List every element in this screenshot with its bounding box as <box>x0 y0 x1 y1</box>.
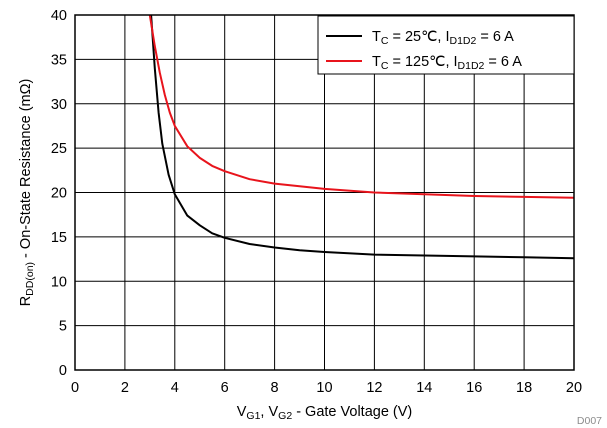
legend-25c-t: T <box>372 29 381 45</box>
y-axis-title: RDD(on) - On-State Resistance (mΩ) <box>18 79 36 307</box>
x-axis-title-mid: , V <box>260 404 278 420</box>
x-axis-title-main: V <box>237 404 247 420</box>
series-layer <box>148 14 575 260</box>
y-tick-label: 25 <box>51 141 67 157</box>
y-axis-title-tail: - On-State Resistance (mΩ) <box>18 79 34 262</box>
y-axis-title-main: R <box>18 296 34 306</box>
legend-25c-mid: = 25℃, I <box>388 29 449 45</box>
legend-entry-25c: TC = 25℃, ID1D2 = 6 A <box>372 29 514 47</box>
series-line-25c <box>150 14 575 260</box>
legend-125c-mid: = 125℃, I <box>388 54 457 70</box>
x-tick-label: 8 <box>271 380 279 396</box>
x-tick-label: 18 <box>516 380 532 396</box>
y-axis-title-sub: DD(on) <box>24 262 36 296</box>
y-tick-label: 0 <box>59 363 67 379</box>
legend-25c-isub: D1D2 <box>449 35 476 47</box>
x-tick-labels: 0 2 4 6 8 10 12 14 16 18 20 <box>71 380 582 396</box>
y-tick-label: 15 <box>51 230 67 246</box>
x-tick-label: 14 <box>416 380 432 396</box>
legend-25c-tsub: C <box>381 35 389 47</box>
legend-box <box>317 15 575 75</box>
y-tick-label: 20 <box>51 186 67 202</box>
legend-25c-tail: = 6 A <box>476 29 514 45</box>
legend-125c-isub: D1D2 <box>458 60 485 72</box>
x-tick-label: 16 <box>466 380 482 396</box>
legend-125c-tsub: C <box>381 60 389 72</box>
x-tick-label: 12 <box>366 380 382 396</box>
x-tick-label: 10 <box>316 380 332 396</box>
y-tick-label: 40 <box>51 8 67 24</box>
plot-border-top-edge <box>0 0 607 4</box>
y-tick-label: 30 <box>51 97 67 113</box>
legend: TC = 25℃, ID1D2 = 6 A TC = 125℃, ID1D2 =… <box>317 15 575 75</box>
x-tick-label: 0 <box>71 380 79 396</box>
y-tick-label: 10 <box>51 274 67 290</box>
x-tick-label: 4 <box>171 380 179 396</box>
y-tick-labels: 0 5 10 15 20 25 30 35 40 <box>51 8 67 379</box>
legend-125c-tail: = 6 A <box>484 54 522 70</box>
legend-125c-t: T <box>372 54 381 70</box>
x-tick-label: 20 <box>566 380 582 396</box>
x-axis-title: VG1, VG2 - Gate Voltage (V) <box>237 404 413 422</box>
x-axis-title-sub1: G1 <box>246 410 260 422</box>
x-axis-title-tail: - Gate Voltage (V) <box>292 404 412 420</box>
x-tick-label: 6 <box>221 380 229 396</box>
y-tick-label: 35 <box>51 52 67 68</box>
x-tick-label: 2 <box>121 380 129 396</box>
plot-frame <box>74 14 575 371</box>
y-tick-label: 5 <box>59 319 67 335</box>
figure-id: D007 <box>577 415 602 427</box>
legend-entry-125c: TC = 125℃, ID1D2 = 6 A <box>372 54 522 72</box>
series-line-125c <box>148 14 575 199</box>
x-axis-title-sub2: G2 <box>278 410 292 422</box>
